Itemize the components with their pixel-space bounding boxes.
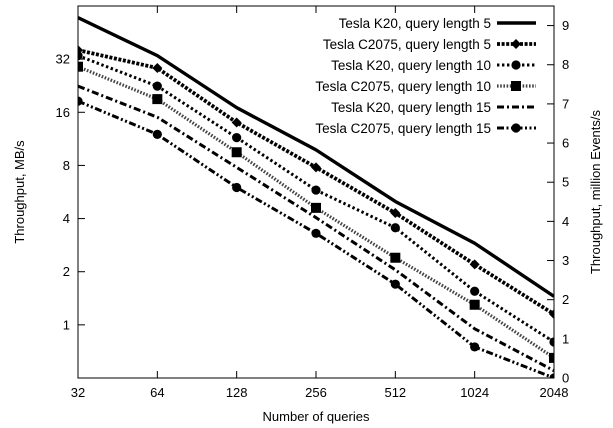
legend-label: Tesla C2075, query length 5 — [323, 37, 491, 52]
y-axis-label: Throughput, MB/s — [12, 140, 27, 244]
data-point — [311, 202, 321, 213]
x-tick-label: 64 — [150, 385, 164, 400]
legend-item: Tesla C2075, query length 10 — [315, 79, 536, 94]
data-point — [232, 133, 242, 143]
y-tick-label: 4 — [63, 211, 70, 226]
series-5 — [78, 84, 554, 373]
data-point — [231, 117, 242, 128]
data-point — [311, 162, 321, 173]
series-1 — [78, 16, 554, 298]
y2-tick-label: 5 — [562, 175, 569, 190]
data-point — [390, 208, 401, 219]
data-point — [78, 61, 83, 72]
legend-item: Tesla K20, query length 10 — [331, 58, 536, 73]
x-tick-label: 1024 — [460, 385, 489, 400]
series-line — [78, 16, 554, 298]
data-point — [470, 342, 480, 352]
data-point — [469, 259, 480, 270]
y-tick-label: 2 — [63, 264, 70, 279]
y2-tick-label: 1 — [562, 331, 569, 346]
data-point — [511, 123, 521, 133]
series-line — [78, 84, 554, 373]
data-point — [549, 337, 554, 347]
x-tick-label: 128 — [226, 385, 248, 400]
legend-label: Tesla K20, query length 15 — [331, 100, 491, 115]
data-point — [152, 63, 163, 74]
legend: Tesla K20, query length 5 Tesla C2075, qu… — [315, 16, 536, 136]
data-point — [78, 96, 83, 106]
data-point — [511, 60, 521, 70]
legend-item: Tesla C2075, query length 15 — [315, 121, 536, 136]
data-point — [511, 81, 521, 91]
y-tick-label: 8 — [63, 158, 70, 173]
data-point — [78, 51, 83, 61]
data-point — [231, 147, 242, 158]
y2-tick-label: 4 — [562, 214, 569, 229]
series-line — [78, 54, 554, 344]
x-axis-label: Number of queries — [263, 409, 370, 424]
axes: 32 64 128 256 512 1024 2048 1 2 4 8 16 32 0 1 2 3 4 5 6 7 8 9 — [56, 5, 569, 400]
y2-tick-label: 2 — [562, 292, 569, 307]
y2-tick-label: 3 — [562, 253, 569, 268]
x-tick-label: 512 — [384, 385, 406, 400]
series-4 — [78, 61, 554, 363]
y2-tick-label: 0 — [562, 371, 569, 386]
y2-tick-label: 9 — [562, 18, 569, 33]
y2-tick-label: 7 — [562, 96, 569, 111]
data-point — [390, 223, 400, 233]
y2-tick-label: 6 — [562, 136, 569, 151]
y-tick-label: 1 — [63, 317, 70, 332]
data-point — [390, 252, 401, 263]
legend-label: Tesla C2075, query length 10 — [315, 79, 491, 94]
data-point — [469, 299, 480, 310]
y-tick-label: 32 — [56, 52, 70, 67]
data-point — [549, 352, 554, 363]
data-point — [549, 309, 554, 320]
y-tick-label: 16 — [56, 105, 70, 120]
series-2 — [78, 45, 554, 320]
y2-tick-label: 8 — [562, 57, 569, 72]
data-point — [470, 286, 480, 296]
data-point — [152, 81, 162, 91]
legend-label: Tesla K20, query length 10 — [331, 58, 491, 73]
data-point — [152, 94, 163, 105]
data-point — [390, 279, 400, 289]
legend-label: Tesla C2075, query length 15 — [315, 121, 491, 136]
legend-item: Tesla K20, query length 5 — [339, 16, 536, 31]
x-tick-label: 32 — [71, 385, 85, 400]
data-point — [232, 182, 242, 193]
legend-item: Tesla C2075, query length 5 — [323, 37, 536, 52]
series-lines — [78, 16, 554, 378]
data-point — [311, 185, 321, 195]
x-tick-label: 256 — [305, 385, 327, 400]
x-tick-label: 2048 — [540, 385, 569, 400]
data-point — [311, 228, 321, 238]
series-3 — [78, 51, 554, 347]
series-line — [78, 99, 554, 378]
series-6 — [78, 96, 554, 378]
legend-item: Tesla K20, query length 15 — [331, 100, 536, 115]
data-point — [549, 373, 554, 378]
y2-axis-label: Throughput, million Events/s — [588, 109, 603, 274]
data-point — [511, 39, 521, 49]
data-point — [152, 129, 162, 139]
legend-label: Tesla K20, query length 5 — [339, 16, 491, 31]
